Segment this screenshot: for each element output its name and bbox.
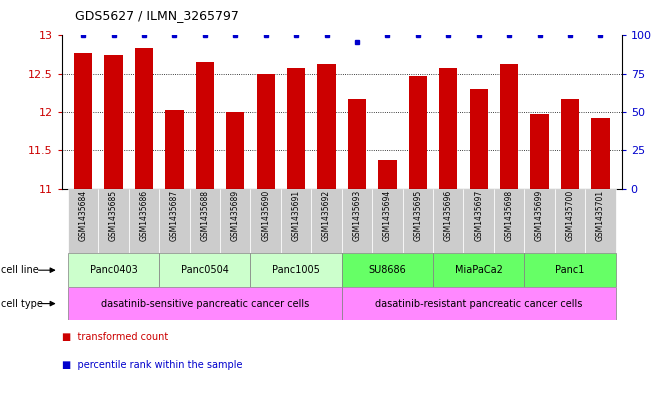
Text: GSM1435688: GSM1435688	[201, 190, 210, 241]
Text: GSM1435692: GSM1435692	[322, 190, 331, 241]
Text: GSM1435684: GSM1435684	[79, 190, 88, 241]
Text: GSM1435694: GSM1435694	[383, 190, 392, 241]
Bar	[342, 189, 372, 253]
Text: GSM1435695: GSM1435695	[413, 190, 422, 241]
Bar	[68, 253, 159, 287]
Bar	[159, 253, 251, 287]
Bar	[104, 55, 122, 189]
Bar	[287, 68, 305, 189]
Bar	[524, 253, 616, 287]
Text: SU8686: SU8686	[368, 265, 406, 275]
Text: Panc0504: Panc0504	[181, 265, 229, 275]
Bar	[318, 64, 336, 189]
Text: Panc1: Panc1	[555, 265, 585, 275]
Text: GSM1435690: GSM1435690	[261, 190, 270, 241]
Text: dasatinib-sensitive pancreatic cancer cells: dasatinib-sensitive pancreatic cancer ce…	[101, 299, 309, 309]
Text: MiaPaCa2: MiaPaCa2	[455, 265, 503, 275]
Text: ■  percentile rank within the sample: ■ percentile rank within the sample	[62, 360, 242, 369]
Bar	[439, 68, 458, 189]
Bar	[189, 189, 220, 253]
Text: cell type: cell type	[1, 299, 42, 309]
Bar	[135, 48, 153, 189]
Bar	[220, 189, 251, 253]
Text: GDS5627 / ILMN_3265797: GDS5627 / ILMN_3265797	[75, 9, 239, 22]
Bar	[165, 110, 184, 189]
Bar	[196, 62, 214, 189]
Bar	[402, 189, 433, 253]
Bar	[555, 189, 585, 253]
Text: dasatinib-resistant pancreatic cancer cells: dasatinib-resistant pancreatic cancer ce…	[375, 299, 583, 309]
Bar	[256, 73, 275, 189]
Bar	[494, 189, 524, 253]
Bar	[433, 189, 464, 253]
Bar	[281, 189, 311, 253]
Bar	[226, 112, 244, 189]
Bar	[159, 189, 189, 253]
Bar	[251, 189, 281, 253]
Bar	[469, 89, 488, 189]
Text: GSM1435693: GSM1435693	[352, 190, 361, 241]
Bar	[409, 76, 427, 189]
Bar	[372, 189, 402, 253]
Bar	[348, 99, 366, 189]
Text: Panc0403: Panc0403	[90, 265, 137, 275]
Bar	[378, 160, 396, 189]
Text: GSM1435699: GSM1435699	[535, 190, 544, 241]
Bar	[68, 189, 98, 253]
Text: GSM1435685: GSM1435685	[109, 190, 118, 241]
Bar	[531, 114, 549, 189]
Text: GSM1435686: GSM1435686	[139, 190, 148, 241]
Bar	[311, 189, 342, 253]
Text: GSM1435701: GSM1435701	[596, 190, 605, 241]
Text: GSM1435691: GSM1435691	[292, 190, 301, 241]
Text: Panc1005: Panc1005	[272, 265, 320, 275]
Bar	[464, 189, 494, 253]
Bar	[98, 189, 129, 253]
Text: GSM1435687: GSM1435687	[170, 190, 179, 241]
Bar	[74, 53, 92, 189]
Bar	[342, 287, 616, 320]
Bar	[561, 99, 579, 189]
Text: GSM1435698: GSM1435698	[505, 190, 514, 241]
Text: cell line: cell line	[1, 265, 38, 275]
Text: GSM1435696: GSM1435696	[444, 190, 452, 241]
Bar	[68, 287, 342, 320]
Bar	[342, 253, 433, 287]
Bar	[591, 118, 609, 189]
Bar	[524, 189, 555, 253]
Bar	[500, 64, 518, 189]
Bar	[251, 253, 342, 287]
Text: GSM1435697: GSM1435697	[474, 190, 483, 241]
Text: GSM1435689: GSM1435689	[231, 190, 240, 241]
Bar	[129, 189, 159, 253]
Bar	[585, 189, 616, 253]
Bar	[433, 253, 524, 287]
Text: ■  transformed count: ■ transformed count	[62, 332, 168, 342]
Text: GSM1435700: GSM1435700	[566, 190, 574, 241]
